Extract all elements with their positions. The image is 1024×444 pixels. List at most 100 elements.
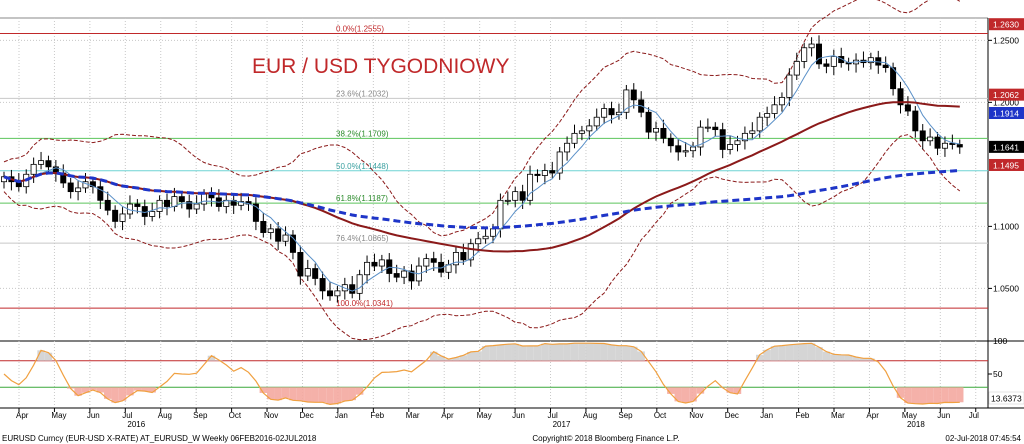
oscillator-overbought-fill bbox=[578, 343, 586, 361]
month-label: Feb bbox=[796, 411, 810, 420]
fib-label: 76.4%(1.0865) bbox=[336, 234, 389, 243]
candle-body bbox=[67, 182, 74, 193]
oscillator-oversold-fill bbox=[333, 387, 342, 404]
month-label: Aug bbox=[583, 411, 597, 420]
oscillator-last-label: 13.6373 bbox=[991, 393, 1022, 403]
oscillator-oversold-fill bbox=[956, 387, 964, 403]
year-label: 2017 bbox=[553, 420, 571, 429]
oscillator-oversold-fill bbox=[89, 387, 97, 390]
oscillator-overbought-fill bbox=[778, 345, 786, 361]
oscillator-overbought-fill bbox=[44, 352, 53, 361]
oscillator-overbought-fill bbox=[822, 351, 831, 361]
oscillator-overbought-fill bbox=[785, 344, 794, 361]
candle-body bbox=[897, 88, 904, 106]
oscillator-overbought-fill bbox=[770, 346, 779, 361]
candle-body bbox=[393, 273, 400, 278]
fib-label: 100.0%(1.0341) bbox=[336, 299, 393, 308]
oscillator-oversold-fill bbox=[148, 387, 156, 393]
oscillator-oversold-fill bbox=[141, 387, 149, 392]
oscillator-overbought-fill bbox=[207, 355, 216, 361]
oscillator-tick-label: 100 bbox=[993, 336, 1007, 346]
candle-body bbox=[30, 163, 37, 175]
fib-label: 50.0%(1.1448) bbox=[336, 162, 389, 171]
month-label: May bbox=[51, 411, 66, 420]
candle-body bbox=[904, 104, 911, 112]
candle-body bbox=[645, 111, 652, 133]
oscillator-oversold-fill bbox=[289, 387, 297, 401]
oscillator-oversold-fill bbox=[318, 387, 327, 403]
oscillator-oversold-fill bbox=[355, 387, 364, 395]
oscillator-overbought-fill bbox=[526, 345, 534, 361]
candle-body bbox=[497, 199, 504, 230]
month-label: Nov bbox=[689, 411, 703, 420]
price-tag-label: 1.1914 bbox=[993, 109, 1019, 119]
month-label: Sep bbox=[618, 411, 633, 420]
oscillator-oversold-fill bbox=[326, 387, 334, 405]
oscillator-oversold-fill bbox=[941, 387, 949, 403]
oscillator-overbought-fill bbox=[430, 351, 438, 361]
oscillator-overbought-fill bbox=[496, 344, 505, 361]
oscillator-overbought-fill bbox=[793, 344, 801, 361]
fib-label: 0.0%(1.2555) bbox=[336, 25, 384, 34]
oscillator-overbought-fill bbox=[630, 346, 638, 361]
candle-body bbox=[541, 170, 548, 176]
candle-body bbox=[45, 160, 52, 168]
oscillator-oversold-fill bbox=[681, 387, 690, 403]
footer-left: EURUSD Curncy (EUR-USD X-RATE) AT_EURUSD… bbox=[2, 434, 317, 443]
oscillator-overbought-fill bbox=[548, 344, 556, 361]
oscillator-overbought-fill bbox=[444, 359, 453, 361]
oscillator-overbought-fill bbox=[830, 354, 838, 361]
candle-body bbox=[578, 130, 585, 134]
month-label: Feb bbox=[370, 411, 384, 420]
candle-body bbox=[252, 203, 259, 222]
oscillator-overbought-fill bbox=[467, 351, 475, 361]
candle-body bbox=[660, 127, 667, 139]
candle-body bbox=[786, 74, 793, 98]
candle-body bbox=[304, 268, 311, 277]
price-tick-label: 1.2500 bbox=[993, 35, 1019, 45]
candle-body bbox=[364, 261, 371, 276]
price-tag bbox=[989, 88, 1024, 101]
candle-body bbox=[460, 252, 467, 261]
month-label: May bbox=[477, 411, 492, 420]
oscillator-overbought-fill bbox=[452, 357, 460, 361]
oscillator-overbought-fill bbox=[615, 345, 623, 361]
price-tag-label: 1.1495 bbox=[993, 160, 1019, 170]
oscillator-overbought-fill bbox=[800, 343, 808, 361]
month-label: Apr bbox=[16, 411, 29, 420]
oscillator-line bbox=[3, 342, 960, 406]
candle-body bbox=[475, 238, 482, 245]
month-label: Jun bbox=[87, 411, 100, 420]
oscillator-oversold-fill bbox=[919, 387, 927, 405]
oscillator-overbought-fill bbox=[555, 343, 564, 361]
price-tag-label: 1.1641 bbox=[993, 142, 1019, 152]
candle-body bbox=[823, 63, 830, 67]
candle-body bbox=[401, 270, 408, 278]
candle-body bbox=[282, 234, 289, 242]
month-label: Dec bbox=[725, 411, 739, 420]
oscillator-oversold-fill bbox=[696, 387, 705, 394]
oscillator-oversold-fill bbox=[281, 387, 290, 398]
candle-body bbox=[941, 142, 948, 149]
oscillator-oversold-fill bbox=[689, 387, 697, 402]
oscillator-last-tag bbox=[988, 391, 1024, 405]
oscillator-oversold-fill bbox=[341, 387, 349, 402]
ma-short-line bbox=[3, 55, 960, 292]
candle-body bbox=[749, 130, 756, 134]
price-tag-label: 1.2630 bbox=[993, 20, 1019, 30]
candle-body bbox=[289, 234, 296, 253]
oscillator-overbought-fill bbox=[585, 343, 594, 361]
price-tick-label: 1.0500 bbox=[993, 283, 1019, 293]
candle-body bbox=[430, 258, 437, 263]
oscillator-oversold-fill bbox=[667, 387, 675, 394]
candle-body bbox=[326, 290, 333, 297]
month-label: Jul bbox=[548, 411, 558, 420]
oscillator-tick-label: 50 bbox=[993, 369, 1003, 379]
oscillator-oversold-fill bbox=[896, 387, 905, 398]
month-label: Apr bbox=[441, 411, 454, 420]
candle-body bbox=[297, 252, 304, 277]
oscillator-overbought-fill bbox=[637, 351, 645, 361]
candle-body bbox=[452, 252, 459, 266]
oscillator-oversold-fill bbox=[348, 387, 356, 401]
price-tag bbox=[989, 158, 1024, 171]
